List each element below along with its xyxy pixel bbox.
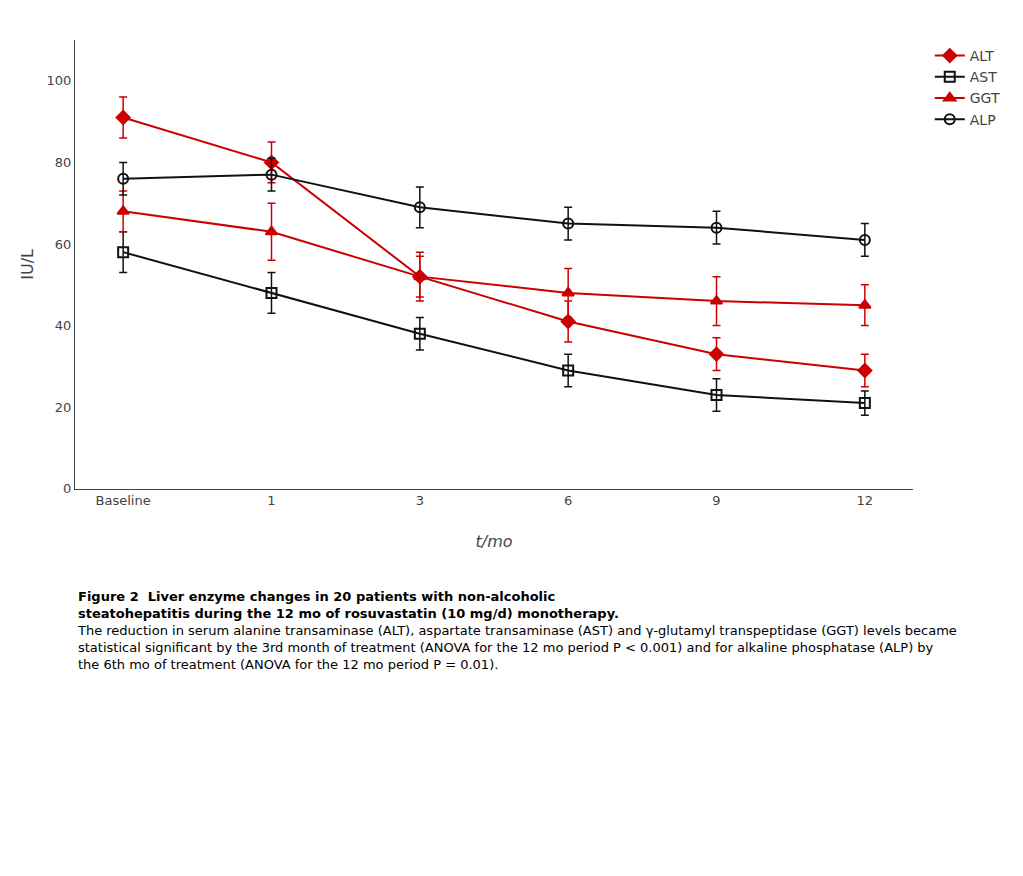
svg-text:100: 100 [47,73,72,88]
svg-text:80: 80 [55,155,72,170]
svg-text:1: 1 [267,493,275,508]
svg-text:0: 0 [63,481,71,496]
svg-text:60: 60 [55,237,72,252]
svg-text:ALT: ALT [970,48,994,64]
svg-text:6: 6 [564,493,572,508]
svg-text:t/mo: t/mo [475,532,512,551]
svg-text:3: 3 [416,493,424,508]
svg-text:AST: AST [970,69,997,85]
svg-text:9: 9 [712,493,720,508]
svg-text:ALP: ALP [970,112,996,128]
svg-text:Figure 2 Liver enzyme changes: Figure 2 Liver enzyme changes in 20 pati… [77,589,957,672]
svg-text:40: 40 [55,318,72,333]
svg-text:20: 20 [55,400,72,415]
svg-text:Baseline: Baseline [96,493,151,508]
svg-text:IU/L: IU/L [18,249,37,280]
svg-text:GGT: GGT [970,90,1000,106]
svg-text:12: 12 [857,493,874,508]
